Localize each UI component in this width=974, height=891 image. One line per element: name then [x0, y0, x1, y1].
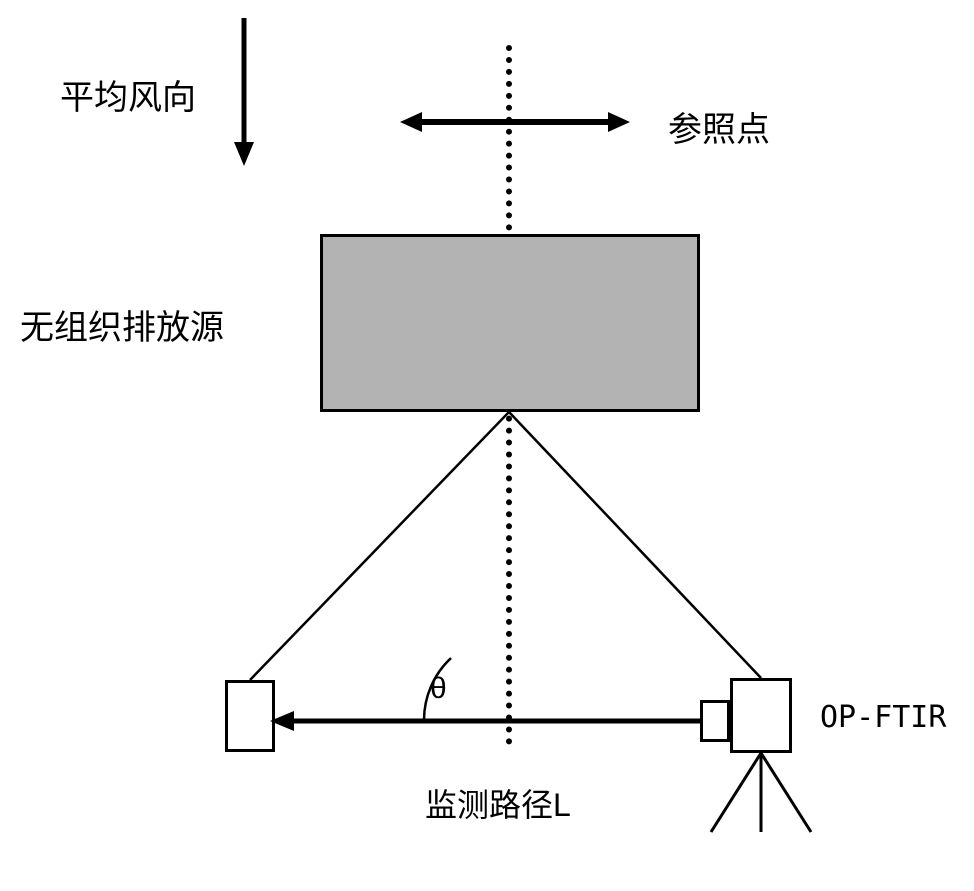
tripod-icon	[700, 750, 830, 840]
reference-point-label: 参照点	[668, 102, 770, 151]
wind-direction-label: 平均风向	[60, 70, 196, 119]
wind-arrow-icon	[232, 18, 256, 168]
emission-source-box	[320, 234, 700, 412]
ftir-lens-box	[700, 700, 730, 742]
reference-arrow-icon	[400, 108, 630, 136]
monitoring-path-label: 监测路径L	[425, 780, 571, 826]
reflector-box	[225, 680, 275, 752]
diagram-container: 平均风向 参照点 无组织排放源 θ	[0, 0, 974, 891]
ftir-body-box	[730, 678, 792, 753]
instrument-label: OP-FTIR	[820, 700, 946, 735]
monitoring-path-arrow-icon	[270, 708, 702, 734]
angle-theta-label: θ	[430, 672, 447, 706]
emission-source-label: 无组织排放源	[20, 300, 224, 349]
